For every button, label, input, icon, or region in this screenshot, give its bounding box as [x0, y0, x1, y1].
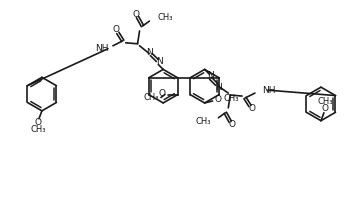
Text: CH₃: CH₃ [157, 13, 173, 22]
Text: CH₃: CH₃ [143, 93, 159, 102]
Text: CH₃: CH₃ [30, 125, 46, 134]
Text: N: N [215, 83, 222, 92]
Text: O: O [248, 104, 256, 113]
Text: CH₃: CH₃ [223, 94, 239, 102]
Text: CH₃: CH₃ [195, 117, 211, 126]
Text: O: O [214, 96, 222, 104]
Text: O: O [229, 120, 236, 129]
Text: N: N [156, 57, 163, 66]
Text: O: O [113, 25, 119, 34]
Text: O: O [321, 104, 328, 113]
Text: O: O [34, 118, 42, 127]
Text: O: O [159, 89, 166, 98]
Text: N: N [207, 71, 214, 80]
Text: O: O [132, 10, 139, 19]
Text: NH: NH [95, 44, 109, 53]
Text: CH₃: CH₃ [317, 98, 333, 106]
Text: NH: NH [262, 86, 275, 95]
Text: N: N [146, 48, 153, 57]
